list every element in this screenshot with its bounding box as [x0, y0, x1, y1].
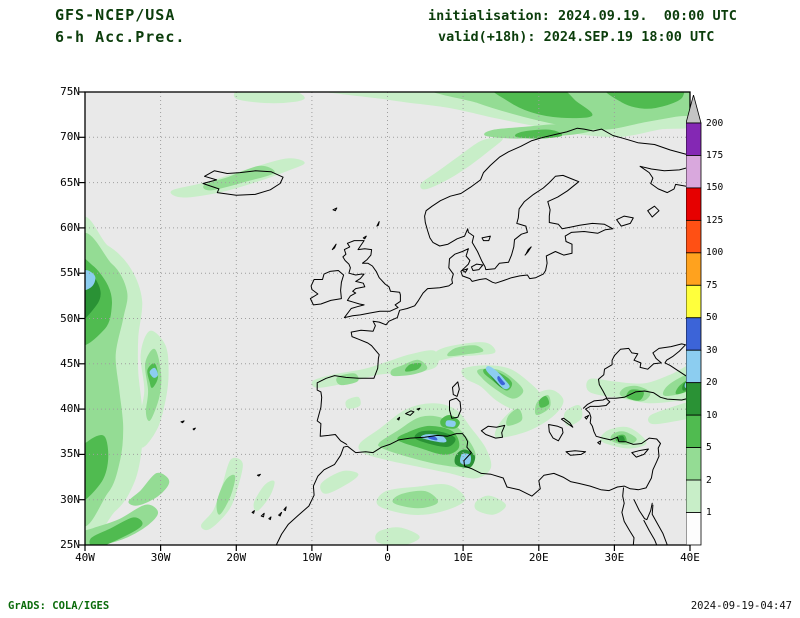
colorbar-segment: [685, 187, 702, 221]
lat-label: 60N: [60, 220, 80, 234]
render-timestamp: 2024-09-19-04:47: [690, 600, 792, 612]
colorbar-label: 50: [706, 312, 718, 324]
colorbar-label: 30: [706, 344, 718, 356]
colorbar-segment: [685, 252, 702, 286]
grid-lines: [85, 92, 690, 545]
lon-label: 0: [384, 551, 391, 564]
lon-label: 10E: [453, 551, 474, 564]
init-time-line: initialisation: 2024.09.19. 00:00 UTC: [428, 8, 737, 24]
product-title: 6-h Acc.Prec.: [55, 28, 186, 46]
colorbar-segment: [685, 447, 702, 481]
lat-label: 55N: [60, 266, 80, 280]
colorbar-label: 125: [706, 214, 724, 226]
colorbar-segment: [685, 317, 702, 351]
lat-label: 70N: [60, 130, 80, 144]
map-background: [85, 92, 690, 545]
colorbar-segment: [685, 479, 702, 513]
europe-precip-map: [79, 91, 691, 551]
colorbar-segment: [685, 382, 702, 416]
colorbar-scale: [685, 93, 702, 546]
lat-label: 65N: [60, 175, 80, 189]
lon-label: 40W: [75, 551, 95, 564]
colorbar-label: 10: [706, 409, 718, 421]
coastlines: [180, 127, 690, 545]
colorbar-label: 2: [706, 474, 712, 486]
colorbar-label: 175: [706, 149, 724, 161]
lon-label: 30E: [604, 551, 625, 564]
colorbar-label: 100: [706, 247, 724, 259]
lon-label: 40E: [680, 551, 700, 564]
precip-colorbar: 200 175 150 125 100 75 50 30 20 10 5 2 1: [685, 93, 736, 551]
lat-label: 45N: [60, 356, 80, 370]
lon-label: 20E: [528, 551, 549, 564]
colorbar-segment: [685, 512, 702, 546]
model-title: GFS-NCEP/USA: [55, 6, 176, 24]
lat-label: 30N: [60, 492, 80, 506]
colorbar-label: 20: [706, 377, 718, 389]
colorbar-label: 5: [706, 442, 712, 454]
colorbar-segment: [685, 284, 702, 319]
axis-ticks: [79, 91, 691, 551]
lat-label: 35N: [60, 447, 80, 461]
colorbar-label: 200: [706, 117, 724, 129]
colorbar-segment: [685, 414, 702, 449]
colorbar-label: 75: [706, 279, 718, 291]
colorbar-segment: [685, 122, 702, 156]
colorbar-label: 1: [706, 507, 712, 519]
colorbar-overflow-arrow: [685, 93, 702, 124]
lon-label: 20W: [226, 551, 247, 564]
colorbar-label: 150: [706, 182, 724, 194]
lat-label: 40N: [60, 402, 80, 416]
lat-label: 50N: [60, 311, 80, 325]
lat-label: 25N: [60, 538, 80, 551]
lon-label: 10W: [301, 551, 322, 564]
lon-label: 30W: [150, 551, 171, 564]
grads-credit: GrADS: COLA/IGES: [8, 600, 110, 612]
valid-time-line: valid(+18h): 2024.SEP.19 18:00 UTC: [438, 29, 715, 45]
colorbar-segment: [685, 155, 702, 189]
colorbar-segment: [685, 219, 702, 254]
lat-label: 75N: [60, 85, 80, 98]
colorbar-segment: [685, 349, 702, 384]
